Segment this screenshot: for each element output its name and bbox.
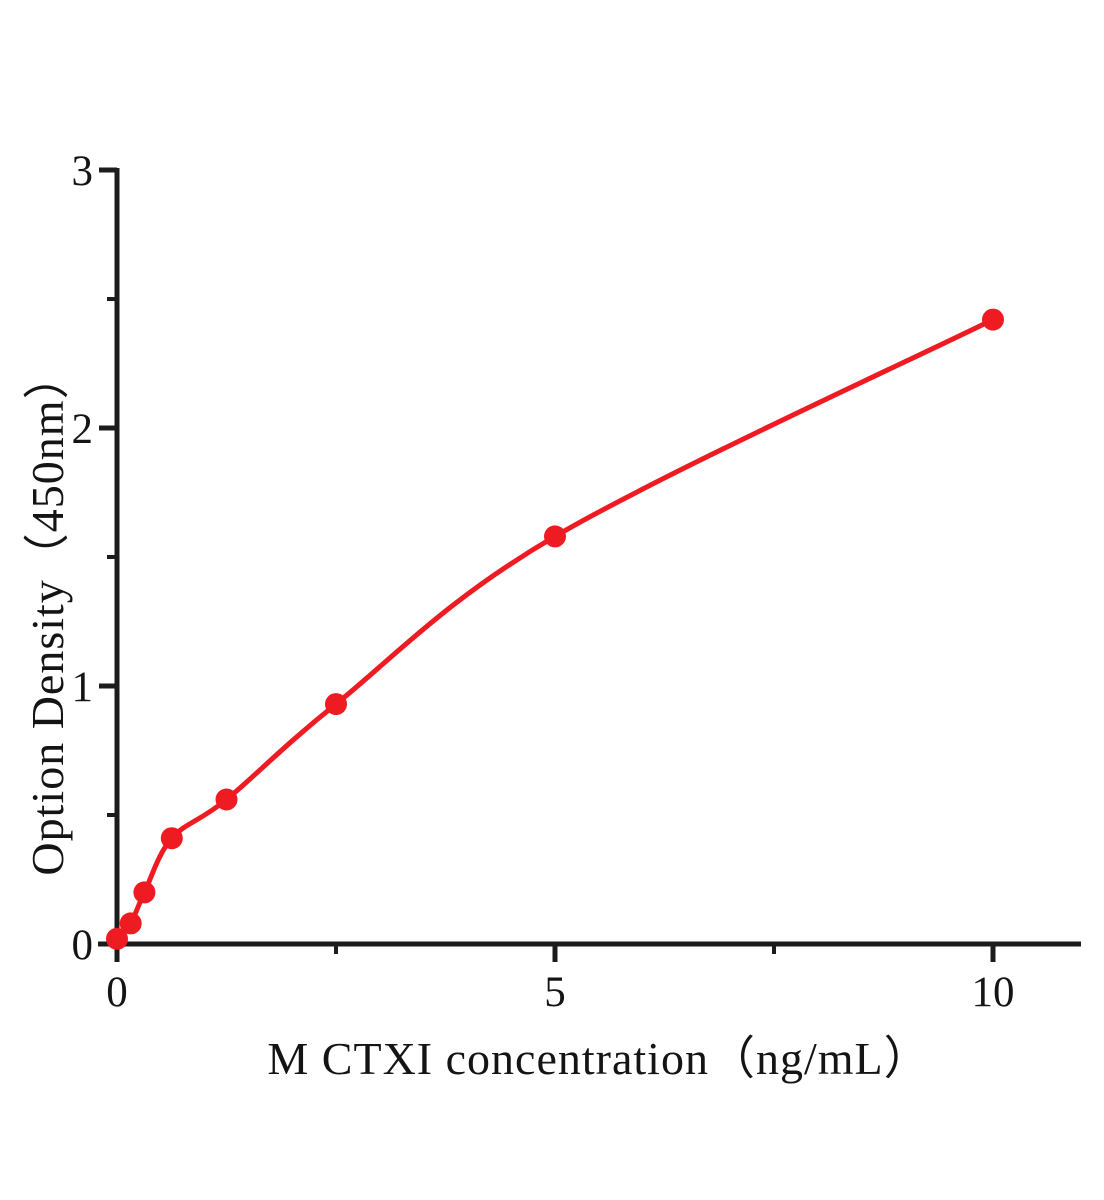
y-tick-label: 1 <box>72 664 94 711</box>
y-axis-title: Option Density（450nm） <box>22 352 73 876</box>
y-tick-label: 2 <box>72 406 94 453</box>
data-points <box>106 308 1004 950</box>
data-point <box>133 881 156 904</box>
data-point <box>215 788 238 811</box>
axis-tick-labels: 0 5 10 0 1 2 3 <box>72 148 1015 1016</box>
data-point <box>982 308 1004 331</box>
x-axis-title: M CTXI concentration（ng/mL） <box>267 1033 931 1084</box>
y-tick-label: 3 <box>72 148 94 195</box>
fit-curve-path <box>114 317 996 942</box>
x-tick-label: 10 <box>972 969 1015 1016</box>
axes <box>98 168 1081 961</box>
y-tick-label: 0 <box>72 922 94 969</box>
axis-ticks <box>99 167 996 962</box>
data-point <box>544 525 566 548</box>
data-point <box>106 927 128 950</box>
x-tick-label: 0 <box>106 969 128 1016</box>
data-point <box>325 693 347 716</box>
data-point <box>160 827 183 850</box>
x-tick-label: 5 <box>544 969 566 1016</box>
standard-curve-line <box>114 317 996 942</box>
data-point <box>119 912 142 935</box>
